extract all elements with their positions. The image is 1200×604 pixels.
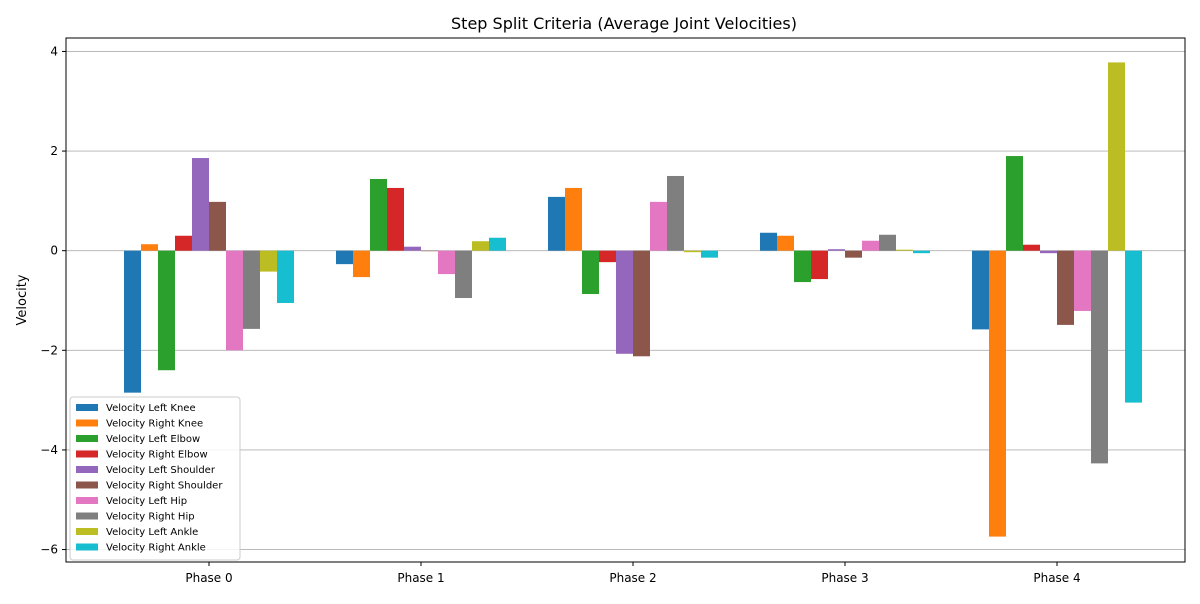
- legend-swatch: [76, 481, 98, 489]
- bar: [599, 250, 616, 263]
- legend-label: Velocity Right Ankle: [106, 543, 206, 554]
- bar: [879, 234, 896, 251]
- bar: [455, 250, 472, 299]
- legend-swatch: [76, 450, 98, 458]
- bar: [192, 158, 209, 251]
- bar: [582, 250, 599, 295]
- bar: [684, 250, 701, 253]
- bar: [811, 250, 828, 280]
- legend-label: Velocity Right Elbow: [106, 450, 208, 461]
- bar: [1108, 62, 1125, 251]
- legend-label: Velocity Right Knee: [106, 419, 203, 430]
- bar: [1091, 250, 1108, 464]
- bar: [370, 178, 387, 251]
- bar: [1006, 156, 1023, 251]
- legend-label: Velocity Right Shoulder: [106, 481, 223, 492]
- legend-swatch: [76, 512, 98, 520]
- bar: [845, 250, 862, 258]
- bar: [175, 235, 192, 251]
- bar: [972, 250, 989, 330]
- bar: [1040, 250, 1057, 254]
- bar: [438, 250, 455, 275]
- y-tick-label: −6: [40, 543, 58, 557]
- bar: [260, 250, 277, 272]
- x-tick-label: Phase 2: [609, 571, 656, 585]
- bar: [896, 249, 913, 251]
- y-tick-label: −2: [40, 343, 58, 357]
- bar: [650, 201, 667, 251]
- bar: [277, 250, 294, 303]
- legend-label: Velocity Right Hip: [106, 512, 195, 523]
- legend-swatch: [76, 404, 98, 411]
- bar: [777, 235, 794, 251]
- bar: [353, 250, 370, 278]
- bar: [760, 232, 777, 251]
- bar: [1023, 244, 1040, 251]
- bar: [226, 250, 243, 351]
- bar: [1074, 250, 1091, 311]
- axes-layer: −6 −4 −2 0 2 4 Phase 0 Phase 1 Phase 2 Phase 3 Pha…: [40, 37, 1186, 585]
- y-tick-label: 2: [50, 144, 58, 158]
- bar: [565, 187, 582, 251]
- bar: [336, 250, 353, 265]
- legend: Velocity Left Knee Velocity Right Knee Vel…: [69, 396, 241, 561]
- chart-title: Step Split Criteria (Average Joint Veloc…: [451, 14, 797, 33]
- bar: [141, 244, 158, 251]
- y-tick-label: −4: [40, 443, 58, 457]
- legend-swatch: [76, 435, 98, 442]
- bar: [794, 250, 811, 283]
- legend-swatch: [76, 419, 98, 427]
- bar: [548, 196, 565, 251]
- legend-label: Velocity Left Shoulder: [106, 465, 216, 476]
- bar: [633, 250, 650, 357]
- bar: [404, 246, 421, 251]
- bar: [1125, 250, 1142, 403]
- legend-box: [69, 396, 241, 561]
- bar: [387, 187, 404, 251]
- bar: [989, 250, 1006, 537]
- plot-frame: [65, 37, 1186, 563]
- bar: [421, 250, 438, 252]
- bar: [828, 249, 845, 251]
- bar: [1057, 250, 1074, 325]
- legend-swatch: [76, 497, 98, 504]
- legend-swatch: [76, 543, 98, 551]
- legend-label: Velocity Left Ankle: [106, 527, 198, 538]
- bar: [913, 250, 930, 254]
- bar: [616, 250, 633, 354]
- x-tick-label: Phase 0: [185, 571, 232, 585]
- bar: [472, 241, 489, 251]
- legend-label: Velocity Left Knee: [106, 403, 196, 414]
- x-tick-label: Phase 4: [1033, 571, 1080, 585]
- legend-swatch: [76, 528, 98, 535]
- y-tick-label: 4: [50, 44, 58, 58]
- bar: [862, 240, 879, 251]
- y-tick-label: 0: [50, 244, 58, 258]
- bar: [209, 201, 226, 251]
- bar: [124, 250, 141, 393]
- bars-layer: [124, 62, 1142, 537]
- x-tick-label: Phase 3: [821, 571, 868, 585]
- bar: [701, 250, 718, 258]
- y-axis-label: Velocity: [15, 274, 30, 325]
- bar: [489, 237, 506, 251]
- legend-label: Velocity Left Hip: [106, 496, 187, 507]
- bar: [667, 175, 684, 251]
- legend-label: Velocity Left Elbow: [106, 434, 200, 445]
- x-tick-label: Phase 1: [397, 571, 444, 585]
- legend-swatch: [76, 466, 98, 473]
- bar: [243, 250, 260, 329]
- bar: [158, 250, 175, 371]
